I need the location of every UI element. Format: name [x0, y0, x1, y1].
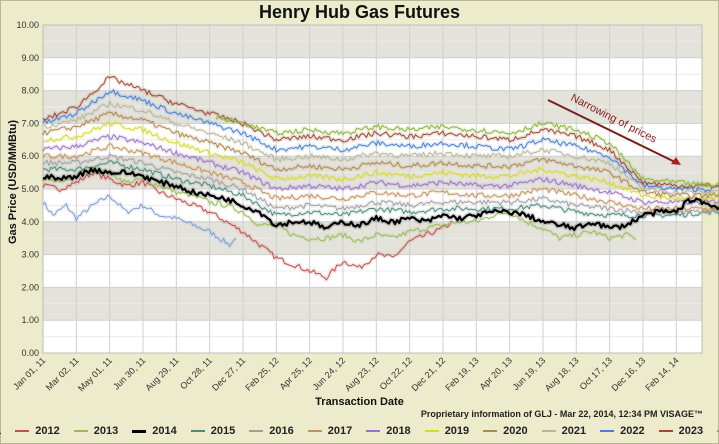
x-tick-label: Feb 19, 13	[443, 355, 480, 392]
arrow-head-icon	[671, 157, 681, 165]
y-tick-label: 6.00	[21, 151, 39, 161]
x-tick-label: Apr 20, 13	[478, 355, 514, 391]
legend-swatch-icon	[15, 430, 30, 432]
legend-label: 2020	[503, 425, 528, 437]
x-tick-label: Aug 29, 11	[143, 355, 180, 392]
legend-label: 2014	[152, 425, 177, 437]
legend-label: 2022	[620, 425, 645, 437]
legend-item-2024[interactable]: 2024	[717, 425, 719, 437]
x-tick-label: Jan 01, 11	[11, 355, 47, 391]
legend-label: 2018	[386, 425, 411, 437]
legend-swatch-icon	[658, 430, 673, 432]
legend-item-2019[interactable]: 2019	[424, 425, 470, 437]
legend-swatch-icon	[190, 430, 205, 432]
series-line-2016	[42, 153, 719, 215]
legend-item-2016[interactable]: 2016	[249, 425, 294, 437]
series-line-2019	[42, 121, 719, 201]
x-tick-label: Aug 18, 13	[543, 355, 581, 393]
y-tick-label: 10.00	[16, 20, 39, 30]
legend: 2011 2012 2013 2014 2015 2016 2017 2018 2019 2020…	[0, 425, 719, 437]
legend-item-2020[interactable]: 2020	[483, 425, 528, 437]
x-tick-label: May 01, 11	[76, 355, 114, 393]
x-tick-label: Apr 25, 12	[278, 355, 314, 391]
y-tick-label: 3.00	[21, 250, 39, 260]
legend-swatch-icon	[600, 430, 615, 432]
legend-item-2014[interactable]: 2014	[132, 425, 177, 437]
legend-label: 2013	[93, 425, 119, 437]
series-line-2013	[42, 166, 637, 243]
legend-swatch-icon	[249, 430, 264, 432]
y-tick-label: 9.00	[21, 53, 39, 63]
chart-title: Henry Hub Gas Futures	[258, 2, 461, 22]
series-line-2024	[215, 114, 719, 188]
legend-label: 2021	[561, 425, 587, 437]
legend-item-2013[interactable]: 2013	[73, 425, 119, 437]
x-tick-label: Dec 21, 12	[410, 355, 448, 393]
series-line-2014	[42, 167, 719, 232]
series-line-2011	[42, 194, 237, 248]
legend-label: 2015	[210, 425, 236, 437]
legend-label: 2017	[327, 425, 353, 437]
legend-swatch-icon	[307, 430, 322, 432]
legend-swatch-icon	[483, 430, 498, 432]
series-line-2020	[42, 111, 719, 199]
legend-label: 2011	[0, 425, 1, 437]
legend-label: 2019	[444, 425, 470, 437]
y-tick-label: 4.00	[21, 217, 39, 227]
x-tick-label: Dec 27, 11	[210, 355, 247, 392]
x-tick-label: Feb 25, 12	[243, 355, 280, 392]
legend-label: 2016	[269, 425, 294, 437]
legend-swatch-icon	[132, 429, 147, 433]
series-line-2015	[42, 160, 719, 219]
series-line-2023	[42, 76, 719, 189]
legend-item-2015[interactable]: 2015	[190, 425, 236, 437]
legend-item-2023[interactable]: 2023	[658, 425, 704, 437]
x-tick-label: Jun 19, 13	[511, 355, 548, 392]
x-axis-label: Transaction Date	[315, 396, 404, 408]
series-line-2022	[42, 89, 719, 193]
y-tick-label: 1.00	[21, 315, 39, 325]
legend-swatch-icon	[717, 430, 719, 432]
legend-swatch-icon	[366, 430, 381, 432]
legend-swatch-icon	[424, 430, 439, 432]
y-tick-label: 7.00	[21, 118, 39, 128]
legend-item-2011[interactable]: 2011	[0, 425, 1, 437]
legend-swatch-icon	[541, 430, 556, 432]
x-tick-label: Jun 30, 11	[111, 355, 147, 391]
y-tick-label: 5.00	[21, 184, 39, 194]
credit-text: Proprietary information of GLJ - Mar 22,…	[420, 409, 703, 419]
series-line-2018	[42, 134, 719, 205]
series-line-2012	[42, 170, 454, 281]
x-tick-label: Dec 16, 13	[610, 355, 648, 393]
legend-item-2012[interactable]: 2012	[15, 425, 60, 437]
legend-item-2022[interactable]: 2022	[600, 425, 645, 437]
y-tick-label: 8.00	[21, 86, 39, 96]
legend-label: 2023	[678, 425, 704, 437]
y-tick-label: 2.00	[21, 282, 39, 292]
annotation-arrow	[547, 99, 678, 164]
legend-label: 2012	[35, 425, 60, 437]
x-tick-label: Jun 24, 12	[311, 355, 348, 392]
series-line-2017	[42, 143, 719, 211]
legend-swatch-icon	[73, 430, 88, 432]
y-tick-label: 0.00	[21, 348, 39, 358]
series-line-2021	[42, 100, 719, 195]
x-tick-label: Aug 23, 12	[343, 355, 381, 393]
legend-item-2021[interactable]: 2021	[541, 425, 587, 437]
legend-item-2017[interactable]: 2017	[307, 425, 353, 437]
x-tick-label: Feb 14, 14	[643, 355, 680, 392]
x-tick-label: Oct 28, 11	[178, 355, 214, 391]
legend-item-2018[interactable]: 2018	[366, 425, 411, 437]
